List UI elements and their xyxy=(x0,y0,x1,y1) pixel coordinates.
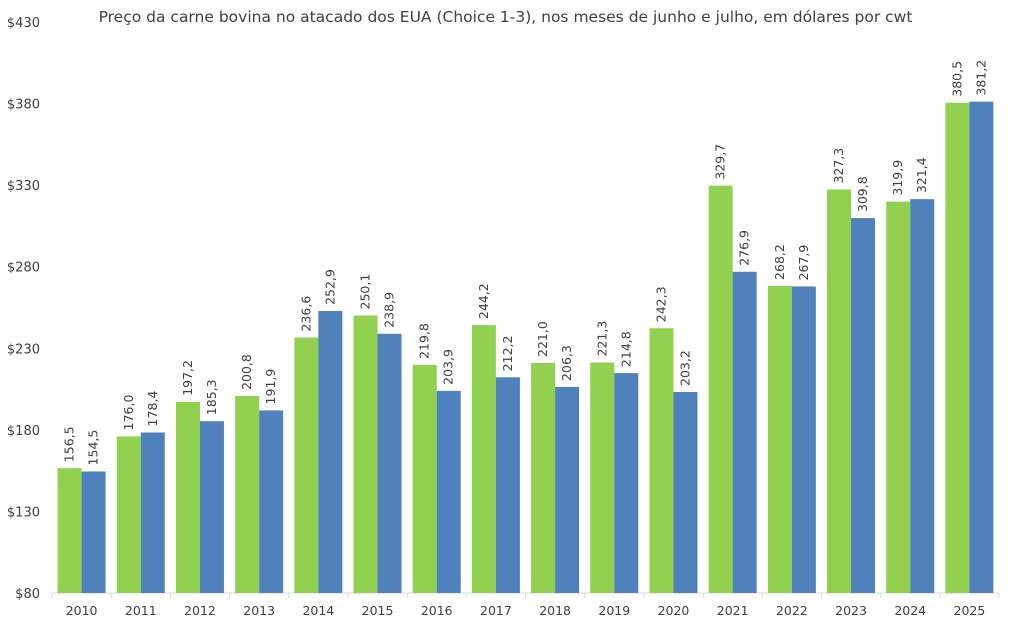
data-label: 381,2 xyxy=(973,60,988,96)
data-label: 219,8 xyxy=(417,323,432,359)
data-label: 156,5 xyxy=(62,426,77,462)
bar xyxy=(590,362,615,593)
x-tick-label: 2016 xyxy=(421,603,453,618)
data-label: 197,2 xyxy=(180,360,195,396)
bar xyxy=(945,102,970,594)
bar xyxy=(910,199,935,593)
bar xyxy=(294,337,319,593)
data-label: 176,0 xyxy=(121,395,136,431)
y-tick-label: $180 xyxy=(7,424,40,439)
data-label: 221,3 xyxy=(594,321,609,357)
bar xyxy=(116,436,141,593)
y-tick-label: $430 xyxy=(7,16,40,31)
data-label: 242,3 xyxy=(653,286,668,322)
x-tick-label: 2011 xyxy=(125,603,157,618)
y-tick-label: $280 xyxy=(7,261,40,276)
y-tick-label: $80 xyxy=(15,587,40,602)
data-label: 380,5 xyxy=(949,61,964,97)
x-tick-label: 2025 xyxy=(954,603,986,618)
bar xyxy=(827,189,852,593)
bar xyxy=(673,392,698,593)
data-label: 309,8 xyxy=(855,176,870,212)
x-tick-label: 2021 xyxy=(717,603,749,618)
data-label: 238,9 xyxy=(382,292,397,328)
data-label: 214,8 xyxy=(618,331,633,367)
data-label: 267,9 xyxy=(796,245,811,281)
bar xyxy=(969,101,994,594)
data-label: 203,9 xyxy=(441,349,456,385)
data-label: 276,9 xyxy=(737,230,752,266)
data-label: 221,0 xyxy=(535,321,550,357)
bar xyxy=(767,285,792,593)
data-label: 319,9 xyxy=(890,160,905,196)
bar xyxy=(436,390,461,593)
bar xyxy=(614,373,639,593)
data-label: 178,4 xyxy=(145,391,160,427)
bar xyxy=(886,201,911,593)
bar xyxy=(318,310,343,593)
data-label: 244,2 xyxy=(476,283,491,319)
chart-title: Preço da carne bovina no atacado dos EUA… xyxy=(98,8,913,26)
data-label: 321,4 xyxy=(914,157,929,193)
bar xyxy=(471,325,496,593)
x-tick-label: 2017 xyxy=(480,603,512,618)
y-tick-label: $230 xyxy=(7,342,40,357)
bar xyxy=(649,328,674,593)
x-tick-label: 2015 xyxy=(362,603,394,618)
bar xyxy=(732,271,757,593)
x-tick-label: 2014 xyxy=(302,603,334,618)
bar xyxy=(140,432,165,593)
data-label: 252,9 xyxy=(322,269,337,305)
x-tick-label: 2024 xyxy=(894,603,926,618)
y-tick-label: $130 xyxy=(7,505,40,520)
bar xyxy=(175,401,200,593)
bar xyxy=(791,286,816,593)
bar xyxy=(708,185,733,594)
data-label: 327,3 xyxy=(831,148,846,184)
bar xyxy=(495,377,520,593)
bar xyxy=(412,364,437,593)
data-label: 268,2 xyxy=(772,244,787,280)
bar xyxy=(353,315,378,593)
x-tick-label: 2023 xyxy=(835,603,867,618)
bar xyxy=(377,333,402,593)
y-tick-label: $380 xyxy=(7,98,40,113)
bar xyxy=(851,218,876,593)
data-label: 203,2 xyxy=(677,350,692,386)
bar xyxy=(199,421,224,593)
bar xyxy=(57,468,82,593)
data-label: 154,5 xyxy=(86,430,101,466)
x-tick-label: 2010 xyxy=(66,603,98,618)
data-label: 191,9 xyxy=(263,369,278,405)
x-tick-label: 2018 xyxy=(539,603,571,618)
bar xyxy=(235,395,260,593)
x-tick-label: 2022 xyxy=(776,603,808,618)
data-label: 329,7 xyxy=(713,144,728,180)
bar xyxy=(555,386,580,593)
data-label: 185,3 xyxy=(204,379,219,415)
x-tick-label: 2020 xyxy=(658,603,690,618)
data-label: 206,3 xyxy=(559,345,574,381)
data-label: 200,8 xyxy=(239,354,254,390)
bar xyxy=(81,471,106,593)
x-tick-label: 2019 xyxy=(598,603,630,618)
bar xyxy=(259,410,284,593)
data-label: 236,6 xyxy=(298,296,313,332)
bar xyxy=(531,362,556,593)
data-label: 250,1 xyxy=(358,274,373,310)
x-tick-label: 2012 xyxy=(184,603,216,618)
y-tick-label: $330 xyxy=(7,179,40,194)
data-label: 212,2 xyxy=(500,336,515,372)
x-tick-label: 2013 xyxy=(243,603,275,618)
